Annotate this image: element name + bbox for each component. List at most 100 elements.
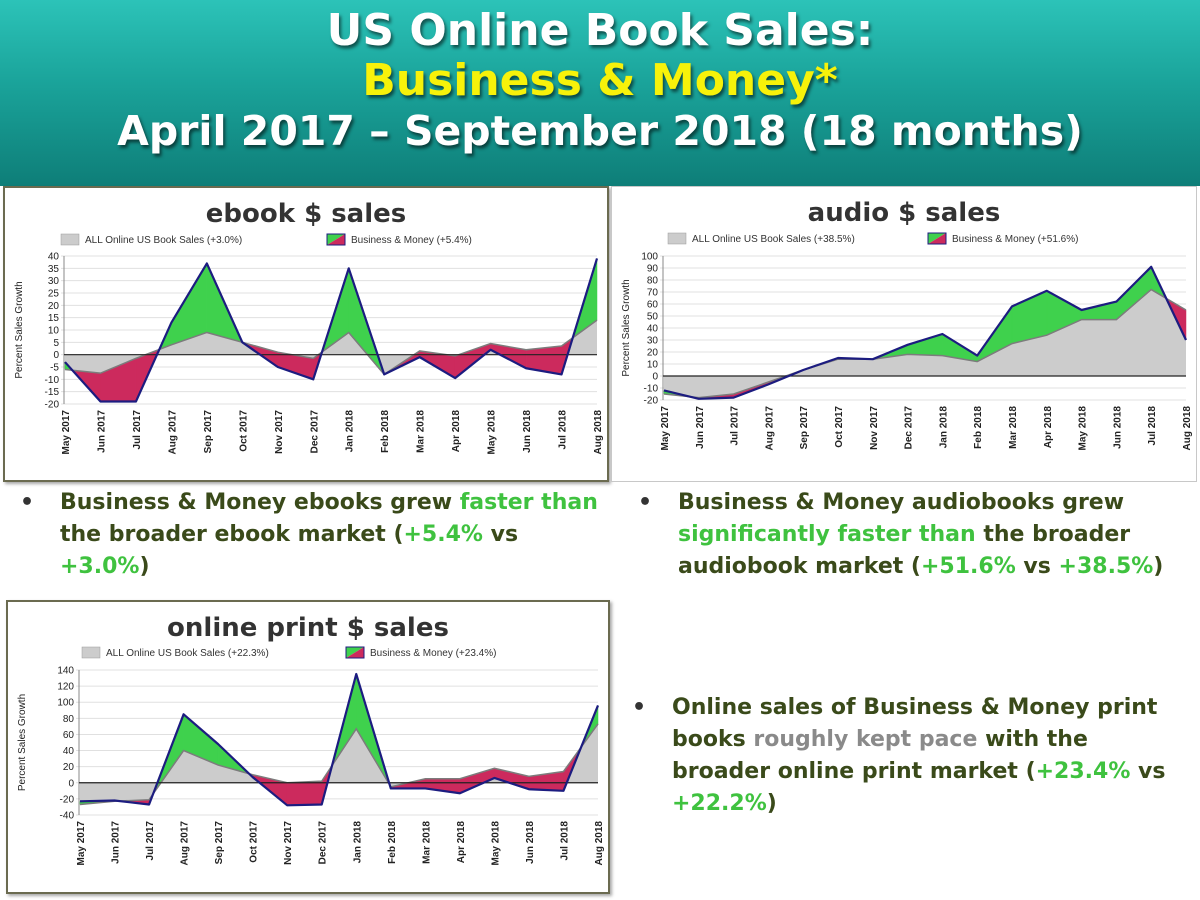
- legend-swatch: [81, 646, 101, 659]
- title-banner: US Online Book Sales: Business & Money* …: [0, 0, 1200, 186]
- y-tick-label: 40: [647, 324, 659, 335]
- bullet-text: Business & Money audiobooks grew: [678, 490, 1125, 515]
- y-tick-label: 20: [647, 348, 659, 359]
- legend-swatch-border: [927, 232, 947, 245]
- bullet-text: Business & Money ebooks grew: [60, 490, 460, 515]
- x-tick-label: Apr 2018: [456, 821, 467, 864]
- legend-label: ALL Online US Book Sales (+22.3%): [106, 648, 269, 659]
- legend-swatch: [60, 233, 80, 246]
- bullet-text: with the broader online print market (: [672, 727, 1088, 784]
- x-tick-label: Jan 2018: [345, 410, 356, 453]
- x-tick-label: Aug 2018: [594, 821, 605, 866]
- y-tick-label: 30: [647, 336, 659, 347]
- y-tick-label: 100: [57, 698, 74, 709]
- y-axis-label: Percent Sales Growth: [14, 281, 25, 378]
- legend-swatch: [346, 647, 364, 658]
- y-tick-label: 30: [48, 276, 60, 287]
- y-tick-label: 10: [48, 326, 60, 337]
- y-tick-label: -15: [45, 387, 60, 398]
- x-tick-label: May 2018: [1078, 406, 1089, 451]
- y-tick-label: 140: [57, 666, 74, 677]
- bullet-highlight: roughly kept pace: [753, 727, 978, 752]
- legend-label: Business & Money (+23.4%): [370, 648, 496, 659]
- line-business-money: [64, 258, 599, 403]
- y-tick-label: 60: [647, 300, 659, 311]
- y-tick-label: -10: [45, 375, 60, 386]
- x-tick-label: Aug 2017: [180, 821, 191, 866]
- y-tick-label: 80: [63, 714, 75, 725]
- x-tick-label: Aug 2018: [1182, 406, 1193, 451]
- x-tick-label: Sep 2017: [214, 821, 225, 865]
- y-tick-label: 120: [57, 682, 74, 693]
- x-tick-label: Apr 2018: [451, 410, 462, 453]
- y-tick-label: 40: [63, 746, 75, 757]
- x-tick-label: Jun 2017: [96, 410, 107, 453]
- x-tick-label: Apr 2018: [1043, 406, 1054, 449]
- y-axis-label: Percent Sales Growth: [17, 694, 28, 791]
- ebook-chart: ebook $ sales ALL Online US Book Sales (+…: [14, 199, 604, 455]
- x-tick-label: Nov 2017: [283, 821, 294, 865]
- x-tick-label: May 2018: [487, 410, 498, 455]
- y-tick-label: 20: [63, 762, 75, 773]
- audio-chart-panel: audio $ sales ALL Online US Book Sales (+…: [611, 186, 1197, 482]
- bullet-dot: •: [638, 490, 653, 515]
- line-business-money: [663, 265, 1187, 400]
- legend-label: ALL Online US Book Sales (+38.5%): [692, 234, 855, 245]
- legend-swatch: [327, 234, 345, 245]
- x-tick-label: Jun 2017: [111, 821, 122, 864]
- legend-label: ALL Online US Book Sales (+3.0%): [85, 235, 242, 246]
- y-tick-label: 20: [48, 301, 60, 312]
- ebook-chart-panel: ebook $ sales ALL Online US Book Sales (+…: [3, 186, 609, 482]
- x-tick-label: Nov 2017: [274, 410, 285, 454]
- y-tick-label: 0: [68, 778, 74, 789]
- bullet-value: +51.6%: [921, 554, 1016, 579]
- print-bullet: • Online sales of Business & Money print…: [632, 692, 1182, 820]
- x-tick-label: Oct 2017: [238, 410, 249, 452]
- x-tick-label: Jul 2017: [132, 410, 143, 450]
- bullet-value: +23.4%: [1035, 759, 1131, 784]
- x-tick-label: Mar 2018: [416, 410, 427, 453]
- y-tick-label: -5: [50, 363, 59, 374]
- x-tick-label: Feb 2018: [380, 410, 391, 453]
- legend-swatch-border: [326, 233, 346, 246]
- bullet-highlight: faster than: [459, 490, 598, 515]
- x-tick-label: Oct 2017: [249, 821, 260, 863]
- ebook-bullet: • Business & Money ebooks grew faster th…: [20, 487, 600, 583]
- x-tick-label: Oct 2017: [834, 406, 845, 448]
- bullet-text: ): [139, 554, 150, 579]
- x-tick-label: Jun 2018: [1112, 406, 1123, 449]
- x-tick-label: Jul 2017: [145, 821, 156, 861]
- x-tick-label: Feb 2018: [973, 406, 984, 449]
- y-tick-label: 100: [641, 252, 658, 263]
- bullet-text: the broader ebook market (: [60, 522, 404, 547]
- y-tick-label: 25: [48, 289, 60, 300]
- x-tick-label: Jun 2018: [525, 821, 536, 864]
- legend-label: Business & Money (+51.6%): [952, 234, 1078, 245]
- x-tick-label: Aug 2018: [593, 410, 604, 455]
- x-tick-label: Jul 2017: [730, 406, 741, 446]
- x-tick-label: Aug 2017: [764, 406, 775, 451]
- y-axis-label: Percent Sales Growth: [621, 279, 632, 376]
- x-tick-label: Jul 2018: [1147, 406, 1158, 446]
- y-tick-label: 0: [652, 372, 658, 383]
- bullet-value: +3.0%: [60, 554, 140, 579]
- x-tick-label: Jun 2018: [522, 410, 533, 453]
- bullet-highlight: significantly faster than: [678, 522, 976, 547]
- y-tick-label: 10: [647, 360, 659, 371]
- chart-title: online print $ sales: [167, 613, 449, 643]
- print-chart-panel: online print $ sales ALL Online US Book S…: [6, 600, 610, 894]
- bullet-text: Online sales of Business & Money print b…: [672, 695, 1158, 752]
- bullet-value: +22.2%: [672, 791, 767, 816]
- x-tick-label: Jan 2018: [352, 821, 363, 864]
- x-tick-label: Feb 2018: [387, 821, 398, 864]
- y-tick-label: 15: [48, 313, 60, 324]
- line-all-online: [663, 288, 1187, 399]
- x-tick-label: Mar 2018: [421, 821, 432, 864]
- y-tick-label: -20: [644, 396, 659, 407]
- title-line-3: April 2017 – September 2018 (18 months): [117, 107, 1083, 155]
- difference-area: [286, 780, 322, 806]
- bullet-text: vs: [482, 522, 519, 547]
- y-tick-label: 35: [48, 264, 60, 275]
- y-tick-label: 0: [53, 350, 59, 361]
- x-tick-label: May 2018: [490, 821, 501, 866]
